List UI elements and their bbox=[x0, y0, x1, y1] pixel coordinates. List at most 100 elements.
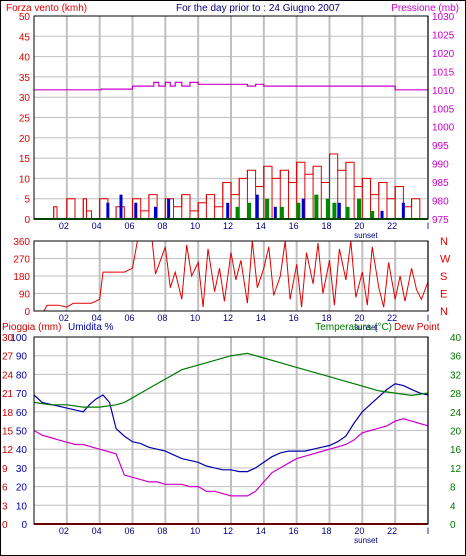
wind-axis-tick-label: 15 bbox=[19, 154, 31, 165]
pressure-axis-tick-label: 1000 bbox=[432, 123, 455, 134]
direction-series-line bbox=[34, 240, 429, 312]
climate-x-tick-label: 20 bbox=[354, 526, 364, 536]
humidity-axis-tick-label: 50 bbox=[16, 427, 28, 438]
wind-series-line bbox=[34, 153, 429, 220]
direction-axis-tick-label: 270 bbox=[13, 255, 30, 266]
wind-pressure-x-tick-label: I bbox=[427, 221, 430, 231]
wind-pressure-x-tick-label: 12 bbox=[223, 221, 233, 231]
climate-x-tick-label: 08 bbox=[157, 526, 167, 536]
climate-x-tick-label: 16 bbox=[289, 526, 299, 536]
rain-axis-tick-label: 24 bbox=[2, 370, 14, 381]
direction-x-tick-label: 22 bbox=[387, 313, 397, 323]
wind-title: Forza vento (kmh) bbox=[6, 3, 87, 14]
temperature-axis-tick-label: 16 bbox=[450, 445, 462, 456]
gust-green-bar bbox=[325, 198, 330, 219]
wind-pressure-x-tick-label: 10 bbox=[190, 221, 200, 231]
climate-x-tick-label: I bbox=[427, 526, 430, 536]
rain-axis-tick-label: 18 bbox=[2, 408, 14, 419]
temperature-axis-tick-label: 12 bbox=[450, 464, 462, 475]
rain-axis-tick-label: 15 bbox=[2, 427, 14, 438]
climate-x-tick-label: 10 bbox=[190, 526, 200, 536]
temperature-axis-tick-label: 20 bbox=[450, 427, 462, 438]
rain-axis-tick-label: 0 bbox=[2, 520, 8, 531]
humidity-axis-tick-label: 100 bbox=[10, 333, 27, 344]
rain-axis-tick-label: 9 bbox=[2, 464, 8, 475]
humidity-axis-tick-label: 0 bbox=[21, 520, 27, 531]
humidity-axis-tick-label: 80 bbox=[16, 370, 28, 381]
wind-axis-tick-label: 25 bbox=[19, 114, 31, 125]
climate-x-tick-label: 12 bbox=[223, 526, 233, 536]
climate-x-tick-label: 14 bbox=[256, 526, 266, 536]
direction-x-tick-label: 14 bbox=[256, 313, 266, 323]
direction-compass-label: N bbox=[440, 306, 448, 318]
pressure-axis-tick-label: 995 bbox=[432, 141, 449, 152]
gust-blue-bar bbox=[380, 210, 384, 219]
humidity-axis-tick-label: 90 bbox=[16, 352, 28, 363]
rain-axis-tick-label: 30 bbox=[2, 333, 14, 344]
dew-point-title: Dew Point bbox=[394, 322, 440, 333]
pressure-axis-tick-label: 1030 bbox=[432, 12, 455, 23]
gust-blue-bar bbox=[273, 206, 277, 219]
climate-footer-label: sunset bbox=[354, 536, 378, 545]
temperature-title: Temperatura (°C) bbox=[315, 322, 392, 333]
pressure-series-line bbox=[34, 81, 428, 91]
gust-blue-bar bbox=[167, 198, 171, 219]
temperature-series-line bbox=[33, 352, 429, 408]
gust-green-bar bbox=[296, 202, 301, 219]
humidity-series-line bbox=[33, 383, 429, 473]
rain-axis-tick-label: 6 bbox=[2, 483, 8, 494]
wind-pressure-panel: 02 04 06 08 10 12 14 16 18 20 22 Isunset05101520253… bbox=[19, 12, 455, 240]
gust-green-bar bbox=[235, 206, 240, 219]
gust-blue-bar bbox=[255, 194, 259, 219]
direction-x-tick-label: 04 bbox=[92, 313, 102, 323]
wind-axis-tick-label: 20 bbox=[19, 134, 31, 145]
direction-compass-label: W bbox=[440, 254, 451, 266]
direction-x-tick-label: 12 bbox=[223, 313, 233, 323]
humidity-axis-tick-label: 70 bbox=[16, 389, 28, 400]
date-title: For the day prior to : 24 Giugno 2007 bbox=[176, 3, 340, 14]
pressure-axis-tick-label: 985 bbox=[432, 178, 449, 189]
pressure-axis-tick-label: 1015 bbox=[432, 67, 455, 78]
rain-axis-tick-label: 21 bbox=[2, 389, 14, 400]
temperature-axis-tick-label: 40 bbox=[450, 333, 462, 344]
pressure-axis-tick-label: 1020 bbox=[432, 49, 455, 60]
gust-blue-bar bbox=[337, 202, 341, 219]
wind-pressure-x-tick-label: 02 bbox=[59, 221, 69, 231]
humidity-axis-tick-label: 60 bbox=[16, 408, 28, 419]
climate-x-tick-label: 04 bbox=[92, 526, 102, 536]
wind-axis-tick-label: 45 bbox=[19, 32, 31, 43]
temperature-axis-tick-label: 4 bbox=[450, 501, 456, 512]
wind-pressure-x-tick-label: 04 bbox=[92, 221, 102, 231]
gust-green-bar bbox=[314, 194, 319, 219]
pressure-axis-tick-label: 1010 bbox=[432, 86, 455, 97]
wind-axis-tick-label: 10 bbox=[19, 174, 31, 185]
temperature-axis-tick-label: 28 bbox=[450, 389, 462, 400]
gust-blue-bar bbox=[301, 198, 305, 219]
humidity-title: Umidita % bbox=[68, 322, 114, 333]
climate-x-tick-label: 22 bbox=[387, 526, 397, 536]
direction-compass-label: E bbox=[440, 289, 447, 301]
wind-pressure-x-tick-label: 16 bbox=[289, 221, 299, 231]
gust-green-bar bbox=[279, 206, 284, 219]
pressure-axis-tick-label: 990 bbox=[432, 160, 449, 171]
direction-footer-label: sunset bbox=[354, 323, 378, 332]
climate-x-tick-label: 06 bbox=[125, 526, 135, 536]
wind-axis-tick-label: 35 bbox=[19, 73, 31, 84]
wind-axis-tick-label: 5 bbox=[24, 195, 30, 206]
gust-blue-bar bbox=[134, 202, 138, 219]
gust-blue-bar bbox=[226, 202, 230, 219]
gust-green-bar bbox=[247, 202, 252, 219]
wind-pressure-x-tick-label: 22 bbox=[387, 221, 397, 231]
pressure-axis-tick-label: 980 bbox=[432, 197, 449, 208]
climate-x-tick-label: 02 bbox=[59, 526, 69, 536]
humidity-axis-tick-label: 40 bbox=[16, 445, 28, 456]
temperature-axis-tick-label: 0 bbox=[450, 520, 456, 531]
direction-axis-tick-label: 90 bbox=[19, 290, 31, 301]
wind-pressure-x-tick-label: 18 bbox=[322, 221, 332, 231]
wind-axis-tick-label: 40 bbox=[19, 53, 31, 64]
temperature-axis-tick-label: 32 bbox=[450, 370, 462, 381]
direction-axis-tick-label: 180 bbox=[13, 272, 30, 283]
direction-x-tick-label: 16 bbox=[289, 313, 299, 323]
